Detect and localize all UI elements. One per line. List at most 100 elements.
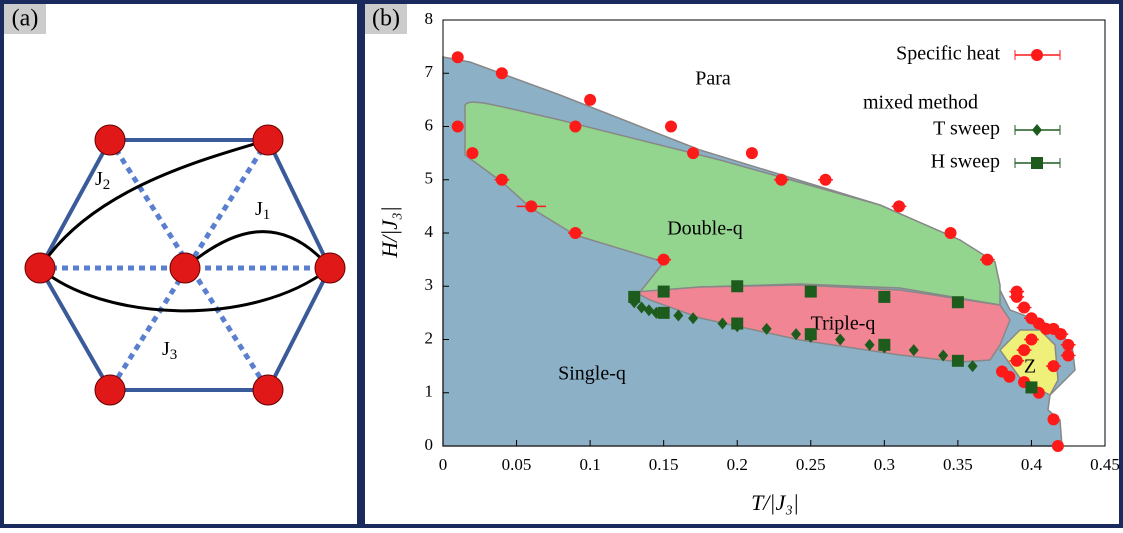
x-tick-label: 0.45	[1090, 455, 1120, 474]
point	[495, 173, 508, 186]
bond-index: 1	[263, 207, 271, 223]
y-tick-label: 1	[425, 382, 434, 401]
point	[908, 344, 919, 357]
bond-index: 2	[103, 177, 111, 193]
point	[717, 317, 728, 330]
y-tick-label: 3	[425, 275, 434, 294]
point	[451, 120, 464, 133]
legend-label: H sweep	[931, 151, 1000, 173]
point	[864, 338, 875, 351]
point	[657, 285, 670, 298]
point	[495, 67, 508, 80]
region-label: Triple-q	[811, 313, 876, 335]
point	[938, 349, 949, 362]
label-bg	[365, 4, 407, 34]
point	[636, 301, 647, 314]
point	[1047, 360, 1060, 373]
bond-label: J1	[255, 198, 270, 224]
point	[745, 147, 758, 160]
y-tick-label: 7	[425, 62, 434, 81]
bond-index: 3	[170, 347, 178, 363]
point	[761, 322, 772, 335]
point	[1018, 344, 1031, 357]
point	[878, 338, 891, 351]
y-tick-label: 6	[425, 115, 434, 134]
point	[819, 173, 832, 186]
point	[951, 296, 964, 309]
x-tick-label: 0	[439, 455, 448, 474]
panel-label: (a)	[12, 6, 39, 32]
point	[1018, 301, 1031, 314]
sites	[24, 124, 346, 406]
point	[687, 147, 700, 160]
point	[657, 253, 670, 266]
point	[731, 280, 744, 293]
bond-symbol: J	[162, 338, 170, 360]
point	[1051, 440, 1064, 452]
region-label: Single-q	[558, 363, 626, 385]
point	[451, 51, 464, 64]
legend-marker	[1031, 157, 1043, 169]
bond-label: J2	[95, 168, 110, 194]
point	[804, 285, 817, 298]
label-bg	[4, 4, 46, 34]
point	[951, 354, 964, 367]
x-tick-label: 0.4	[1021, 455, 1043, 474]
point	[1062, 338, 1075, 351]
legend-label: T sweep	[933, 118, 1000, 140]
y-axis-label: H/|J₃|	[377, 206, 402, 259]
y-tick-label: 5	[425, 169, 434, 188]
point	[688, 312, 699, 325]
point	[775, 173, 788, 186]
x-tick-label: 0.15	[649, 455, 679, 474]
point	[878, 290, 891, 303]
lattice	[24, 124, 346, 406]
point	[1047, 413, 1060, 426]
bonds	[38, 138, 332, 313]
point	[944, 227, 957, 239]
legend-header: mixed method	[863, 92, 978, 114]
point	[967, 360, 978, 373]
point	[731, 317, 744, 330]
x-tick-label: 0.25	[796, 455, 826, 474]
point	[1025, 381, 1038, 394]
point	[569, 227, 582, 239]
point	[584, 93, 597, 106]
bond-symbol: J	[255, 198, 263, 220]
legend-marker	[1031, 49, 1043, 61]
point	[628, 290, 641, 303]
point	[981, 253, 994, 266]
x-tick-label: 0.1	[579, 455, 600, 474]
point	[835, 333, 846, 346]
x-tick-label: 0.3	[874, 455, 895, 474]
legend-marker	[1032, 124, 1042, 136]
y-tick-label: 2	[425, 328, 434, 347]
y-tick-label: 4	[425, 222, 434, 241]
legend-label: Specific heat	[896, 43, 1000, 65]
y-tick-label: 0	[425, 435, 434, 454]
region-label: Double-q	[667, 218, 743, 240]
point	[804, 328, 817, 341]
point	[791, 328, 802, 341]
x-tick-label: 0.2	[727, 455, 748, 474]
point	[525, 200, 538, 213]
region-label: Para	[695, 68, 731, 90]
point	[1010, 290, 1023, 303]
point	[1025, 333, 1038, 346]
point	[665, 120, 678, 133]
point	[893, 200, 906, 213]
x-tick-label: 0.05	[502, 455, 532, 474]
y-tick-label: 8	[425, 9, 434, 28]
panel-label: (b)	[372, 6, 400, 32]
point	[1062, 349, 1075, 362]
point	[569, 120, 582, 133]
x-tick-label: 0.35	[943, 455, 973, 474]
point	[673, 309, 684, 322]
point	[1054, 328, 1067, 341]
point	[1010, 354, 1023, 367]
region-label: Z	[1024, 356, 1036, 378]
bond-label: J3	[162, 338, 177, 364]
bond-symbol: J	[95, 168, 103, 190]
point	[1003, 370, 1016, 383]
